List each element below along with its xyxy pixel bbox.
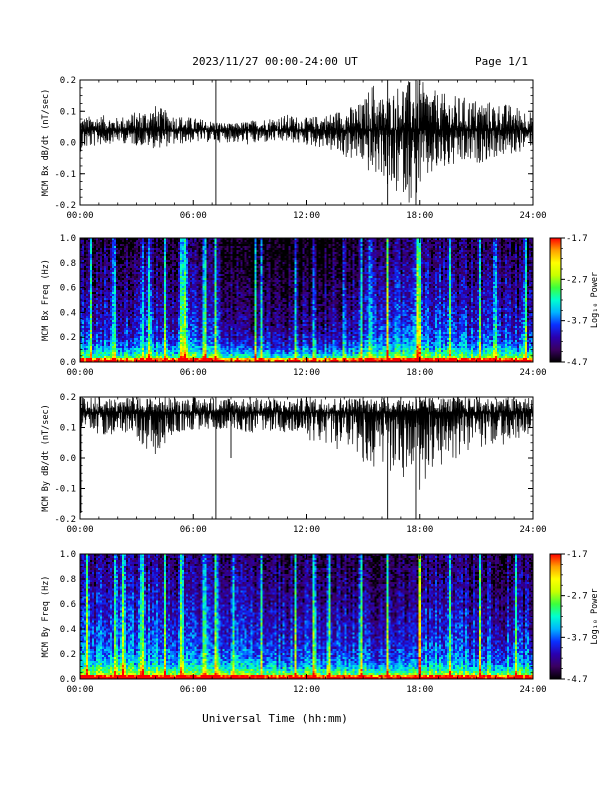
y-tick-label: -0.2 [54,201,76,211]
panels: 00:00 06:00 12:00 18:00 24:00 0.2 0.1 0.0 -0.1 -0… [41,76,600,695]
panel-3: 00:00 06:00 12:00 18:00 24:00 0.2 0.1 0.0 -0.1 -0… [41,393,547,535]
x-tick-label: 12:00 [293,368,320,378]
signal-trace [80,397,533,490]
x-tick-label: 12:00 [293,525,320,535]
page-number: Page 1/1 [475,55,528,68]
y-tick-label: 0.0 [60,139,76,149]
colorbar-bar [549,237,562,363]
y-tick-label: -0.1 [54,170,76,180]
colorbar-tick-label: -3.7 [566,317,588,327]
x-tick-label: 18:00 [406,368,433,378]
colorbar-label: Log₁₀ Power [590,588,600,644]
y-tick-label: 0.0 [60,358,76,368]
x-tick-label: 24:00 [519,368,546,378]
y-tick-label: 0.4 [60,308,76,318]
panel-4: -1.7 -2.7 -3.7 -4.7 Log₁₀ Power 00:00 06:00 12:… [41,550,600,695]
x-tick-label: 18:00 [406,685,433,695]
x-tick-label: 00:00 [66,211,93,221]
x-tick-label: 18:00 [406,525,433,535]
x-tick-label: 00:00 [66,525,93,535]
x-tick-label: 06:00 [180,685,207,695]
x-tick-label: 24:00 [519,685,546,695]
colorbar-label: Log₁₀ Power [590,272,600,328]
x-tick-label: 24:00 [519,211,546,221]
x-tick-label: 00:00 [66,368,93,378]
colorbar-tick-label: -2.7 [566,592,588,602]
x-axis-label: Universal Time (hh:mm) [202,712,348,725]
x-tick-label: 12:00 [293,685,320,695]
y-tick-label: 0.4 [60,625,76,635]
x-tick-label: 24:00 [519,525,546,535]
spectrogram-image [80,238,533,362]
y-tick-label: 0.0 [60,675,76,685]
y-tick-label: 0.1 [60,107,76,117]
y-tick-label: 0.1 [60,424,76,434]
x-tick-label: 12:00 [293,211,320,221]
y-tick-label: 0.2 [60,76,76,86]
spectrogram-image [80,554,533,679]
colorbar-tick-label: -1.7 [566,550,588,560]
y-tick-label: 0.8 [60,575,76,585]
colorbar-tick-label: -2.7 [566,275,588,285]
y-tick-label: 1.0 [60,550,76,560]
panel-2: -1.7 -2.7 -3.7 -4.7 Log₁₀ Power 00:00 06:00 12:… [41,234,600,378]
y-axis-label: MCM By dB/dt (nT/sec) [41,404,51,511]
y-tick-label: 0.6 [60,284,76,294]
colorbar-tick-label: -1.7 [566,234,588,244]
y-tick-label: 0.6 [60,600,76,610]
x-tick-label: 18:00 [406,211,433,221]
colorbar: -1.7 -2.7 -3.7 -4.7 Log₁₀ Power [549,234,600,368]
signal-trace [80,80,533,203]
colorbar-bar [549,553,562,680]
x-tick-label: 06:00 [180,525,207,535]
y-tick-label: 1.0 [60,234,76,244]
colorbar-tick-label: -4.7 [566,675,588,685]
x-tick-label: 00:00 [66,685,93,695]
y-axis-label: MCM By Freq (Hz) [41,576,51,658]
colorbar: -1.7 -2.7 -3.7 -4.7 Log₁₀ Power [549,550,600,685]
y-tick-label: -0.2 [54,515,76,525]
panel-1: 00:00 06:00 12:00 18:00 24:00 0.2 0.1 0.0 -0.1 -0… [41,76,547,221]
colorbar-tick-label: -3.7 [566,633,588,643]
y-tick-label: 0.0 [60,454,76,464]
x-tick-label: 06:00 [180,211,207,221]
y-tick-label: 0.2 [60,650,76,660]
y-tick-label: 0.8 [60,259,76,269]
y-tick-label: 0.2 [60,393,76,403]
y-tick-label: 0.2 [60,333,76,343]
y-tick-label: -0.1 [54,485,76,495]
page-title: 2023/11/27 00:00-24:00 UT [192,55,358,68]
y-axis-label: MCM Bx Freq (Hz) [41,259,51,341]
colorbar-tick-label: -4.7 [566,358,588,368]
y-axis-label: MCM Bx dB/dt (nT/sec) [41,89,51,196]
x-tick-label: 06:00 [180,368,207,378]
